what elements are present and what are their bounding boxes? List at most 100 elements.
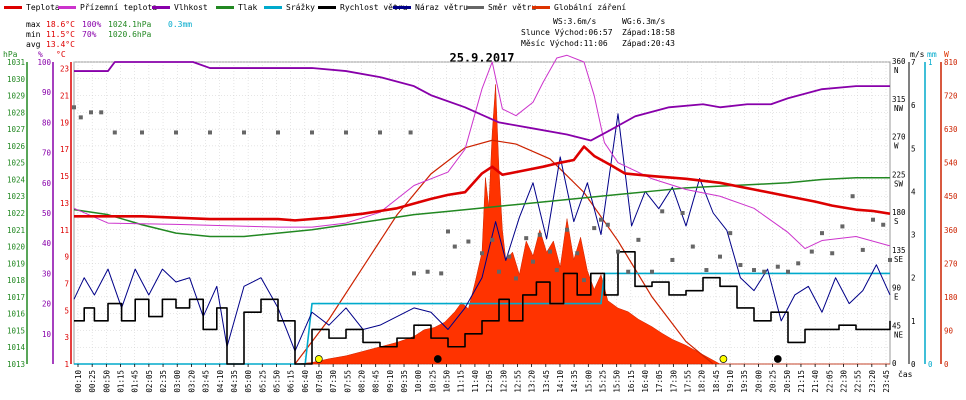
legend-label: Směr větru (488, 3, 536, 12)
wind-direction-point (820, 231, 824, 236)
wind-direction-point (718, 254, 722, 259)
wind-direction-point (497, 269, 501, 274)
moon-marker (433, 355, 442, 363)
wind-direction-point (531, 259, 535, 264)
x-tick-label: 12:30 (499, 370, 508, 393)
w-tick-label: 630 (944, 125, 958, 134)
x-tick-label: 01:45 (131, 370, 140, 393)
wind-direction-point (446, 229, 450, 234)
w-tick-label: 360 (944, 226, 958, 235)
ms-tick-label: 7 (911, 58, 916, 67)
w-tick-label: 90 (944, 326, 954, 335)
pct-tick-label: 10 (42, 330, 52, 339)
legend-label: Srážky (286, 3, 315, 12)
wind-direction-point (704, 268, 709, 273)
legend-swatch (264, 6, 282, 9)
ms-tick-label: 2 (911, 274, 916, 283)
x-tick-label: 13:45 (542, 370, 551, 393)
pct-tick-label: 40 (42, 239, 52, 248)
axes-layer: 00:10 00:25 00:50 01:15 01:45 02:05 02:35 03:00… (7, 57, 958, 393)
dir-tick-label: 135 (892, 246, 906, 255)
x-tick-label: 23:20 (868, 370, 877, 393)
x-tick-label: 20:00 (754, 370, 763, 393)
hpa-tick-label: 1026 (7, 142, 26, 151)
wind-direction-point (650, 269, 654, 274)
wind-direction-point (174, 130, 178, 135)
x-tick-label: 15:25 (598, 370, 607, 393)
wind-direction-point (78, 115, 83, 120)
wind-direction-point (425, 269, 430, 274)
wind-direction-point (378, 130, 382, 135)
wind-direction-point (112, 130, 117, 135)
wind-direction-point (786, 269, 790, 274)
chart-title: 25.9.2017 (449, 51, 514, 65)
w-tick-label: 270 (944, 259, 958, 268)
mm-tick-label: 0 (928, 360, 933, 369)
ms-tick-label: 1 (911, 317, 916, 326)
x-tick-label: 10:25 (428, 370, 437, 393)
info-ws: WS:3.6m/s (553, 17, 597, 26)
wind-direction-point (537, 232, 542, 237)
ms-tick-label: 3 (911, 231, 916, 240)
wind-direction-point (605, 222, 610, 227)
hpa-tick-label: 1016 (7, 310, 26, 319)
wind-direction-point (310, 130, 314, 135)
wind-direction-point (809, 249, 814, 254)
wind-direction-point (524, 236, 529, 241)
wind-direction-point (752, 268, 756, 273)
x-tick-label: 18:45 (712, 370, 721, 393)
radiation-area (74, 84, 890, 365)
pressure-line (73, 177, 890, 238)
wind-direction-point (412, 271, 416, 276)
wind-direction-point (408, 130, 413, 135)
wind-direction-point (89, 110, 93, 115)
ground-temperature-line (73, 54, 891, 250)
dir-compass-label: N (894, 66, 899, 75)
x-tick-label: 07:05 (315, 370, 324, 393)
x-tick-label: 04:35 (230, 370, 239, 393)
x-tick-label: 06:15 (287, 370, 296, 393)
pct-tick-label: 100 (37, 58, 51, 67)
x-tick-label: 17:30 (669, 370, 678, 393)
stat-max-hum: 100% (82, 20, 101, 29)
hpa-tick-label: 1028 (7, 108, 26, 117)
pct-tick-label: 20 (42, 300, 52, 309)
degc-tick-label: 5 (64, 306, 69, 315)
wind-line (74, 251, 891, 365)
legend-swatch (4, 6, 22, 9)
stat-max-temp: 18.6°C (46, 20, 75, 29)
pct-tick-label: 90 (42, 88, 52, 97)
ms-tick-label: 4 (911, 187, 916, 196)
w-tick-label: 810 (944, 58, 958, 67)
info-moon: Měsíc Východ:11:06 (521, 39, 608, 48)
degc-tick-label: 17 (60, 145, 69, 154)
info-moon-set: Západ:20:43 (622, 39, 675, 48)
x-tick-label: 19:35 (740, 370, 749, 393)
degc-tick-label: 15 (60, 172, 69, 181)
humidity-line (74, 61, 890, 142)
hpa-tick-label: 1020 (7, 243, 26, 252)
wind-direction-point (728, 231, 733, 236)
x-tick-label: 05:00 (244, 370, 253, 393)
wind-direction-point (514, 276, 518, 281)
wind-direction-point (860, 247, 865, 252)
x-tick-label: 10:00 (414, 370, 423, 393)
x-tick-label: 11:40 (471, 370, 480, 393)
legend-swatch (152, 6, 170, 9)
stat-min-label: min (26, 30, 41, 39)
wind-direction-point (830, 251, 835, 256)
x-tick-label: 23:45 (882, 370, 891, 393)
gust-line (73, 113, 891, 352)
wind-direction-point (72, 105, 76, 110)
wind-direction-point (775, 264, 780, 269)
wind-direction-point (762, 269, 767, 274)
x-tick-label: 22:55 (854, 370, 863, 393)
x-tick-label: 01:15 (117, 370, 126, 393)
x-tick-label: 22:05 (825, 370, 834, 393)
dir-compass-label: NE (894, 330, 904, 339)
hpa-tick-label: 1015 (7, 326, 25, 335)
x-tick-label: 11:15 (457, 370, 466, 393)
hpa-tick-label: 1030 (7, 75, 26, 84)
x-tick-label: 00:50 (102, 370, 111, 393)
wind-direction-point (575, 251, 580, 256)
